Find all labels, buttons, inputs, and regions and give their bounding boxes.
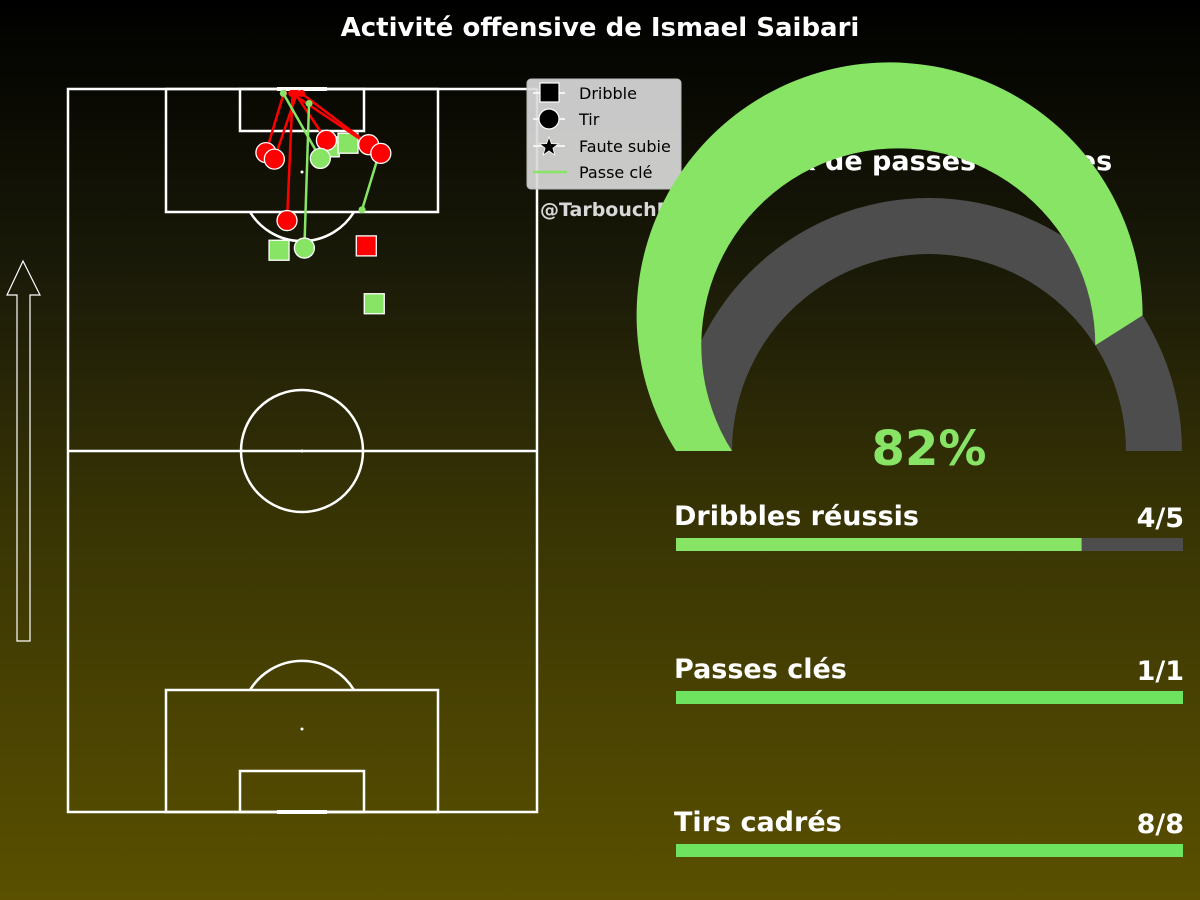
legend-item-foul: Faute subie: [533, 135, 671, 156]
bottom-six-yard-box: [238, 769, 366, 814]
shot-marker: [315, 129, 338, 151]
square-marker-icon: [539, 82, 560, 103]
shot-marker: [309, 147, 331, 170]
dribble-marker: [268, 239, 290, 261]
top-penalty-arc: [248, 211, 356, 243]
legend-label-foul: Faute subie: [579, 137, 671, 156]
stat-dribbles: Dribbles réussis 4/5: [674, 501, 1184, 551]
bottom-penalty-box: [164, 688, 440, 814]
shot-trajectory-line: [285, 93, 294, 221]
legend-item-dribble: Dribble: [533, 82, 637, 103]
shot-end-marker: [298, 89, 306, 97]
legend: Dribble Tir Faute subie Passe clé: [526, 78, 682, 190]
chart-title: Activité offensive de Ismael Saibari: [341, 13, 860, 43]
legend-item-shot: Tir: [533, 108, 600, 130]
shot-marker: [263, 148, 286, 170]
center-spot: [300, 449, 304, 453]
gauge-fill: [636, 62, 1143, 451]
center-circle: [239, 388, 365, 514]
bottom-penalty-spot: [300, 727, 304, 731]
key-pass-end-marker: [358, 206, 366, 214]
dribble-marker: [363, 293, 385, 315]
attack-direction-arrow: [6, 259, 41, 642]
stat-value: 1/1: [1137, 656, 1184, 687]
shot-marker: [276, 209, 298, 232]
event-layer: [255, 89, 392, 315]
shot-marker: [293, 237, 316, 259]
circle-marker-icon: [538, 108, 560, 130]
legend-box: [526, 78, 682, 190]
shot-trajectory-line: [303, 103, 311, 249]
shot-end-marker: [279, 89, 287, 97]
gauge-value: 82%: [872, 421, 987, 477]
shot-end-marker: [289, 89, 297, 97]
stat-label: Dribbles réussis: [674, 501, 919, 532]
stat-label: Passes clés: [674, 654, 847, 685]
pitch: [66, 87, 539, 814]
stat-key-passes: Passes clés 1/1: [674, 654, 1184, 704]
stat-shots-on-target: Tirs cadrés 8/8: [674, 807, 1184, 857]
legend-label-key-pass: Passe clé: [579, 163, 652, 182]
legend-label-shot: Tir: [578, 110, 600, 129]
stat-bar-fill: [676, 538, 1082, 551]
bottom-penalty-arc: [248, 659, 356, 691]
dribble-marker: [337, 132, 359, 154]
top-penalty-spot: [300, 170, 304, 174]
star-marker-icon: [538, 135, 560, 156]
shot-trajectory-line: [291, 92, 370, 146]
stat-bar-fill: [676, 691, 1183, 704]
shot-trajectory-line: [282, 92, 322, 160]
legend-item-key-pass: Passe clé: [533, 163, 652, 182]
stat-value: 8/8: [1137, 809, 1184, 840]
top-penalty-box: [164, 87, 440, 214]
shot-marker: [370, 142, 392, 164]
stat-value: 4/5: [1137, 503, 1184, 534]
shot-end-marker: [305, 99, 313, 107]
stat-label: Tirs cadrés: [674, 807, 842, 838]
gauge-track: [676, 198, 1182, 451]
dribble-marker: [355, 235, 377, 257]
stat-bar-fill: [676, 844, 1183, 857]
legend-label-dribble: Dribble: [579, 84, 637, 103]
